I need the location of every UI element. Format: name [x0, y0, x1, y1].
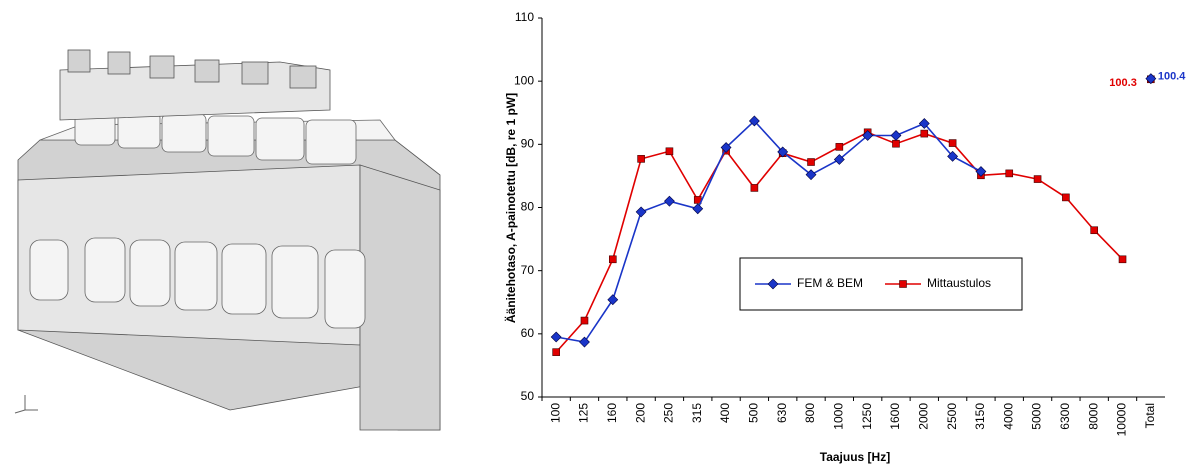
data-point: [1091, 227, 1098, 234]
data-point: [949, 140, 956, 147]
data-point: [836, 143, 843, 150]
data-point: [638, 155, 645, 162]
data-point: [666, 148, 673, 155]
x-tick-label: 3150: [973, 403, 987, 430]
data-point: [579, 337, 589, 347]
y-tick-label: 80: [521, 200, 535, 214]
y-tick-label: 110: [515, 10, 534, 24]
data-point: [551, 332, 561, 342]
data-point: [1119, 256, 1126, 263]
x-tick-label: 6300: [1058, 403, 1072, 430]
series-line: [556, 132, 1122, 352]
data-point: [609, 256, 616, 263]
data-point: [751, 184, 758, 191]
y-axis-title: Äänitehotaso, A-painotettu [dB, re 1 pW]: [503, 93, 518, 323]
x-tick-label: 2000: [916, 403, 930, 430]
legend-label: FEM & BEM: [797, 276, 863, 290]
x-tick-label: 630: [775, 403, 789, 423]
x-tick-label: 315: [690, 403, 704, 423]
data-point: [1034, 176, 1041, 183]
value-label: 100.3: [1109, 77, 1137, 89]
data-point: [581, 317, 588, 324]
x-tick-label: 1250: [860, 403, 874, 430]
x-tick-label: 400: [718, 403, 732, 423]
data-point: [693, 204, 703, 214]
x-tick-label: 200: [633, 403, 647, 423]
x-tick-label: 10000: [1115, 403, 1129, 437]
axis-triad: [15, 395, 38, 413]
x-tick-label: 800: [803, 403, 817, 423]
page: Äänitehotaso, A-painotettu [dB, re 1 pW]…: [0, 0, 1189, 466]
legend-label: Mittaustulos: [927, 276, 991, 290]
x-tick-label: 500: [747, 403, 761, 423]
x-tick-label: 125: [577, 403, 591, 423]
data-point: [664, 196, 674, 206]
x-axis-title: Taajuus [Hz]: [820, 450, 890, 464]
x-tick-label: 250: [662, 403, 676, 423]
x-tick-label: 160: [605, 403, 619, 423]
data-point: [921, 130, 928, 137]
y-tick-label: 100: [514, 73, 534, 87]
data-point: [608, 295, 618, 305]
y-tick-label: 70: [521, 263, 535, 277]
data-point: [1006, 170, 1013, 177]
data-point: [553, 349, 560, 356]
data-point: [1062, 194, 1069, 201]
x-tick-label: Total: [1143, 403, 1157, 428]
engine-illustration: [15, 50, 440, 430]
data-point: [892, 140, 899, 147]
y-tick-label: 60: [521, 326, 535, 340]
data-point: [808, 159, 815, 166]
x-tick-label: 5000: [1030, 403, 1044, 430]
data-point: [636, 207, 646, 217]
x-tick-label: 2500: [945, 403, 959, 430]
y-tick-label: 50: [521, 389, 535, 403]
x-tick-label: 8000: [1086, 403, 1100, 430]
data-point: [891, 130, 901, 140]
legend-marker: [900, 281, 907, 288]
x-tick-label: 1600: [888, 403, 902, 430]
value-label: 100.4: [1158, 71, 1186, 83]
x-tick-label: 4000: [1001, 403, 1015, 430]
y-tick-label: 90: [521, 137, 535, 151]
x-tick-label: 100: [548, 403, 562, 423]
x-tick-label: 1000: [832, 403, 846, 430]
